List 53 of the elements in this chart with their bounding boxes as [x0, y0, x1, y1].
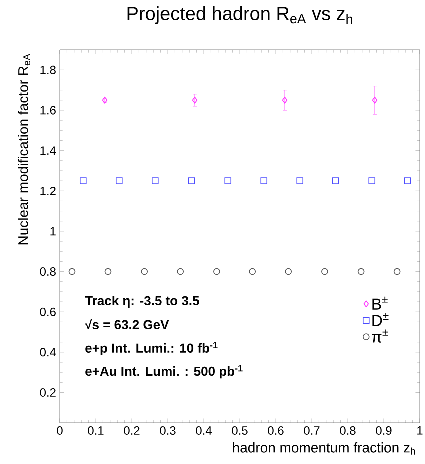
- x-axis-title: hadron momentum fraction z$_{h}$: [233, 442, 416, 455]
- point: [214, 268, 220, 276]
- x-tick-label: 0.5: [232, 426, 248, 436]
- point: [192, 97, 198, 104]
- point: [394, 268, 401, 276]
- point: [404, 178, 412, 184]
- x-tick-label: 0.3: [160, 426, 176, 436]
- annotation: Track η: -3.5 to 3.5: [85, 296, 200, 308]
- x-tick-label: 0: [57, 426, 63, 436]
- y-tick-label: 1.8: [40, 66, 56, 74]
- x-tick-label: 0.2: [124, 426, 140, 436]
- point: [104, 268, 112, 276]
- point: [285, 268, 292, 276]
- x-tick-label: 0.4: [196, 426, 212, 436]
- annotation: √s = 63.2 GeV: [85, 319, 170, 330]
- x-tick-label: 0.1: [88, 426, 104, 436]
- point: [141, 268, 148, 276]
- point: [152, 178, 159, 184]
- point: [358, 268, 365, 276]
- chart-title: Projected hadron R$_{eA}$ vs z$_{h}$: [128, 6, 352, 24]
- legend-label: D$^{±}$: [372, 313, 389, 326]
- point: [282, 97, 288, 104]
- y-tick-label: 1.6: [40, 106, 56, 115]
- point: [80, 178, 87, 184]
- point: [372, 97, 378, 104]
- y-tick-label: 0.8: [40, 268, 56, 276]
- point: [322, 268, 328, 276]
- x-tick-label: 0.6: [268, 426, 284, 436]
- point: [249, 268, 256, 276]
- point: [68, 268, 76, 276]
- y-tick-label: 0.6: [40, 308, 56, 316]
- x-tick-label: 0.7: [304, 426, 320, 436]
- annotation: e+Au Int. Lumi. : 500 pb$^{-1}$: [86, 365, 243, 379]
- point: [296, 178, 304, 184]
- x-tick-label: 0.9: [376, 426, 392, 436]
- x-tick-label: 0.8: [340, 426, 356, 436]
- point: [224, 178, 232, 184]
- y-tick-label: 0.2: [40, 388, 56, 397]
- point: [332, 178, 340, 184]
- point: [116, 178, 123, 184]
- legend-label: B$^{±}$: [372, 296, 388, 310]
- point: [260, 178, 268, 184]
- point: [368, 178, 376, 184]
- y-axis-title: Nuclear modification factor R$_{eA}$: [18, 54, 30, 245]
- annotation: e+p Int. Lumi.: 10 fb$^{-1}$: [86, 342, 218, 356]
- y-tick-label: 1.2: [40, 186, 56, 196]
- y-tick-label: 1: [50, 227, 56, 236]
- x-tick-label: 1: [418, 426, 423, 435]
- y-tick-label: 1.4: [40, 146, 56, 155]
- y-tick-label: 0.4: [40, 348, 56, 357]
- point: [188, 178, 196, 184]
- point: [177, 268, 184, 276]
- legend-label: π$^{±}$: [372, 330, 388, 343]
